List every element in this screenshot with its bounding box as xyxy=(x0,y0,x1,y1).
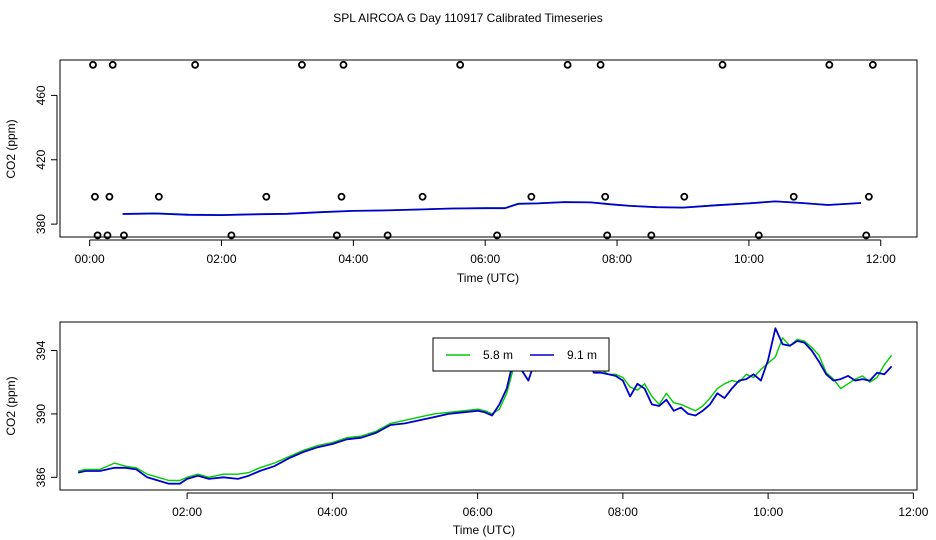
top-panel: 00:00 02:00 04:00 06:00 08:00 10:00 12:00 380 4… xyxy=(4,59,918,285)
calibration-point xyxy=(718,60,727,69)
calibration-point xyxy=(105,192,114,201)
bottom-plot-frame xyxy=(59,321,918,491)
calibration-point xyxy=(227,231,236,240)
top-plot-frame xyxy=(59,59,918,238)
calibration-point xyxy=(754,231,763,240)
legend-box xyxy=(432,337,610,372)
bottom-y-axis: 386 390 394 xyxy=(34,340,58,487)
x-tick-label: 02:00 xyxy=(206,252,236,266)
top-x-axis-label: Time (UTC) xyxy=(457,271,519,285)
calibration-point xyxy=(91,192,99,201)
y-tick-label: 386 xyxy=(34,467,48,487)
calibration-point xyxy=(332,231,341,240)
legend-label-5-8m: 5.8 m xyxy=(483,348,513,362)
x-tick-label: 08:00 xyxy=(602,252,632,266)
calibration-point xyxy=(789,192,798,201)
calibration-point xyxy=(864,192,873,201)
calibration-point xyxy=(596,60,605,69)
calibration-point xyxy=(93,231,102,240)
x-tick-label: 06:00 xyxy=(470,252,500,266)
calibration-point xyxy=(527,192,536,201)
y-tick-label: 380 xyxy=(34,214,48,234)
x-tick-label: 08:00 xyxy=(608,505,638,519)
calibration-point xyxy=(418,192,427,201)
calibration-point xyxy=(120,231,128,240)
calibration-point xyxy=(862,231,871,240)
calibration-point xyxy=(103,231,112,240)
y-tick-label: 390 xyxy=(34,404,48,424)
calibration-point xyxy=(298,60,306,69)
calibration-point xyxy=(825,60,834,69)
top-calibration-markers xyxy=(89,60,877,240)
x-tick-label: 02:00 xyxy=(172,505,202,519)
x-tick-label: 12:00 xyxy=(898,505,928,519)
x-tick-label: 12:00 xyxy=(866,252,896,266)
series-line-9-1-m xyxy=(122,200,862,217)
calibration-point xyxy=(647,231,656,240)
calibration-point xyxy=(89,60,97,69)
calibration-point xyxy=(563,60,572,69)
figure-title: SPL AIRCOA G Day 110917 Calibrated Times… xyxy=(333,11,602,25)
calibration-point xyxy=(601,192,610,201)
y-tick-label: 394 xyxy=(34,340,48,360)
x-tick-label: 04:00 xyxy=(317,505,347,519)
calibration-point xyxy=(154,192,163,201)
calibration-point xyxy=(339,60,348,69)
y-tick-label: 460 xyxy=(34,85,48,105)
calibration-point xyxy=(456,60,465,69)
bottom-x-axis: 02:00 04:00 06:00 08:00 10:00 12:00 xyxy=(172,492,929,519)
x-tick-label: 10:00 xyxy=(753,505,783,519)
top-series-lines xyxy=(122,200,862,217)
x-tick-label: 10:00 xyxy=(734,252,764,266)
x-tick-label: 00:00 xyxy=(75,252,105,266)
calibration-point xyxy=(262,192,271,201)
x-tick-label: 04:00 xyxy=(338,252,368,266)
y-tick-label: 420 xyxy=(34,149,48,169)
bottom-y-axis-label: CO2 (ppm) xyxy=(4,376,18,435)
calibration-point xyxy=(603,231,612,240)
legend: 5.8 m 9.1 m xyxy=(432,337,610,372)
bottom-x-axis-label: Time (UTC) xyxy=(453,523,515,537)
top-y-axis-label: CO2 (ppm) xyxy=(4,119,18,178)
top-y-axis: 380 420 460 xyxy=(34,85,58,234)
calibration-point xyxy=(191,60,200,69)
calibration-point xyxy=(337,192,346,201)
top-x-axis: 00:00 02:00 04:00 06:00 08:00 10:00 12:00 xyxy=(75,239,896,266)
x-tick-label: 06:00 xyxy=(463,505,493,519)
calibration-point xyxy=(680,192,689,201)
bottom-panel: 02:00 04:00 06:00 08:00 10:00 12:00 386 390 394… xyxy=(4,321,929,537)
legend-label-9-1m: 9.1 m xyxy=(567,348,597,362)
calibration-point xyxy=(108,60,117,69)
calibration-point xyxy=(868,60,877,69)
calibration-point xyxy=(493,231,501,240)
calibration-point xyxy=(383,231,392,240)
